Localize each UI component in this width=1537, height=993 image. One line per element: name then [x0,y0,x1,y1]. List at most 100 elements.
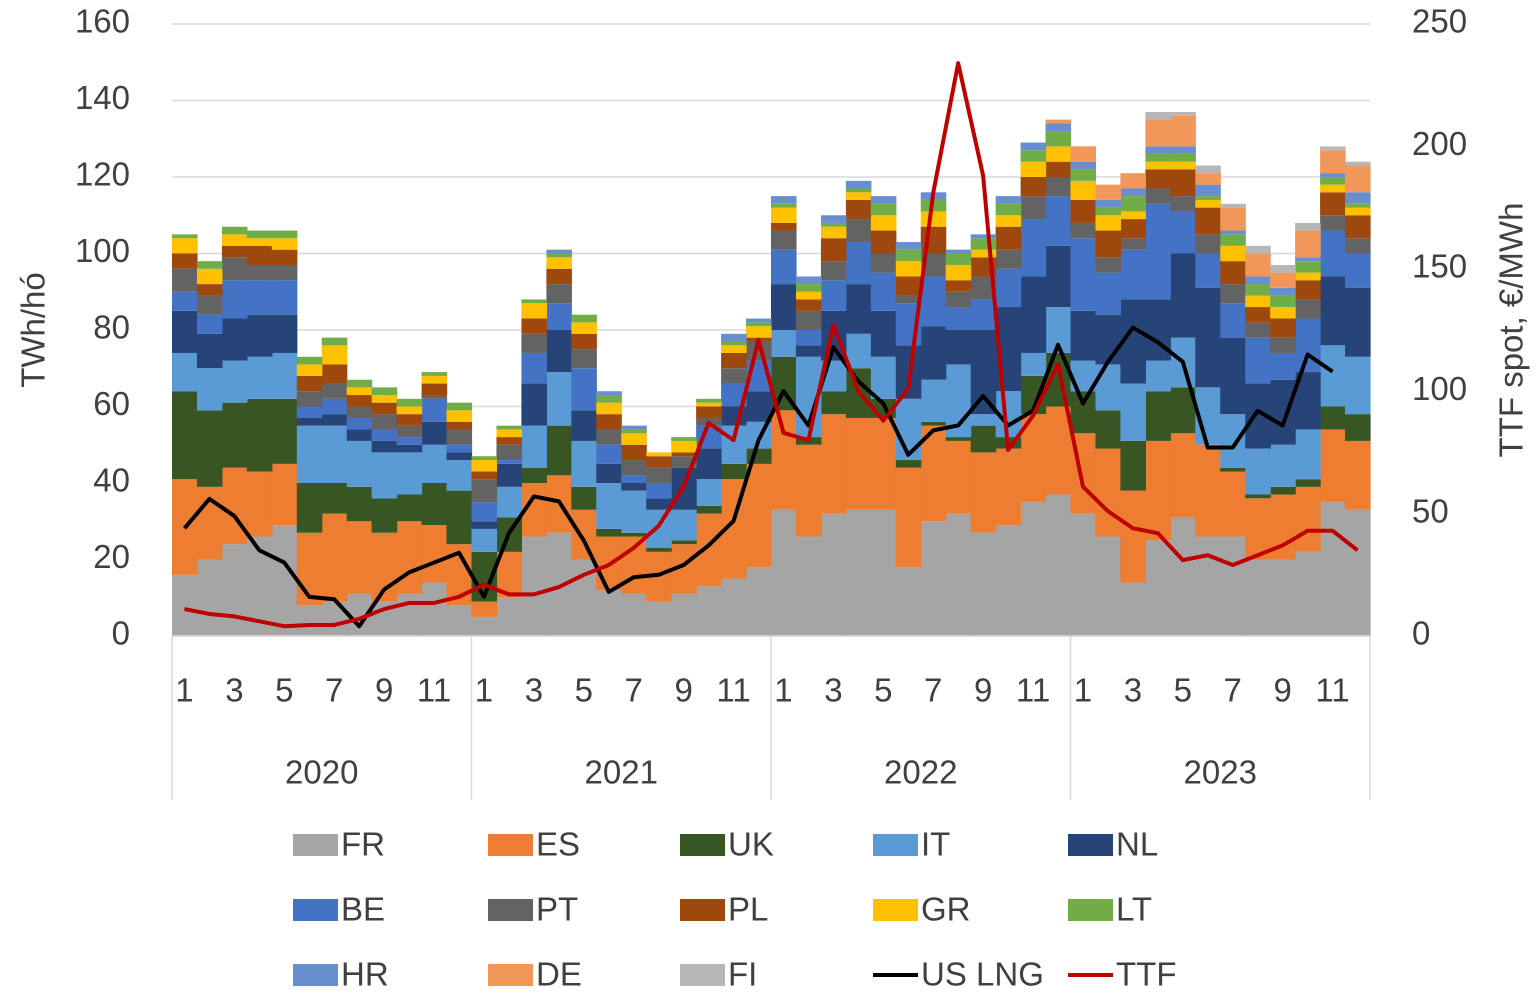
y-tick-label: 80 [93,309,130,346]
bar-segment [970,414,997,426]
bar-segment [1195,199,1221,208]
bar-segment [995,203,1022,216]
bar-segment [696,586,722,636]
bar-segment [1070,238,1097,311]
legend-label: GR [921,891,971,928]
bar-segment [696,448,722,480]
bar-segment [596,391,622,396]
bar-segment [1020,177,1047,197]
bar-segment [596,414,622,430]
bar-segment [1345,207,1371,216]
bar-segment [1295,280,1321,300]
bar-segment [1120,196,1146,212]
bar-segment [1095,257,1122,273]
bar-segment [221,318,248,361]
bar-segment [721,368,747,384]
bar-segment [1170,111,1196,116]
bar-segment [446,444,473,453]
bar-segment [646,548,672,552]
bar-segment [1295,230,1321,258]
bar-segment [895,398,922,461]
bar-segment [596,429,622,445]
bar-segment [1320,429,1346,503]
bar-segment [496,486,523,518]
bar-segment [1320,215,1346,231]
bar-segment [271,264,298,281]
bar-segment [496,437,523,445]
y2-tick-label: 50 [1412,492,1449,529]
bar-segment [221,402,248,468]
bar-segment [296,605,323,636]
x-tick-label: 7 [924,672,942,709]
bar-segment [371,402,398,415]
bar-segment [845,509,872,636]
x-tick-label: 3 [1124,672,1142,709]
bar-segment [845,242,872,285]
bar-segment [271,463,298,526]
bar-segment [1320,173,1346,177]
bar-segment [546,268,572,285]
bar-segment [1095,364,1122,411]
bar-segment [1195,173,1221,185]
bar-segment [845,180,872,189]
bar-segment [721,352,747,369]
bar-segment [1320,276,1346,346]
bar-segment [1070,391,1097,434]
bar-segment [746,322,772,327]
bar-segment [970,234,997,239]
bar-segment [296,483,323,533]
bar-segment [321,364,348,384]
x-tick-label: 9 [974,672,992,709]
bar-segment [1220,471,1246,537]
bar-segment [696,505,722,514]
bar-segment [1195,196,1221,200]
bar-segment [970,425,997,453]
bar-segment [771,330,797,357]
bar-segment [1245,448,1271,495]
bar-segment [1270,444,1296,487]
bar-segment [1095,536,1122,636]
bar-segment [1095,410,1122,449]
bar-segment [1320,502,1346,636]
bar-segment [1070,169,1097,181]
bar-segment [621,425,647,430]
bar-segment [1095,184,1122,200]
bar-segment [995,215,1022,227]
bar-segment [1120,440,1146,491]
bar-segment [895,467,922,568]
bar-segment [970,276,997,300]
bar-segment [1045,161,1072,177]
x-tick-label: 3 [525,672,543,709]
bar-segment [321,513,348,602]
bar-segment [621,490,647,533]
bar-segment [471,471,498,480]
bar-segment [172,234,198,239]
bar-segment [920,521,947,636]
bar-segment [346,406,373,418]
bar-segment [1020,352,1047,376]
bar-segment [1270,272,1296,288]
bar-segment [1320,146,1346,151]
bar-segment [196,410,223,487]
bar-segment [1220,414,1246,468]
bar-segment [246,471,273,537]
bar-segment [596,444,622,464]
bar-segment [421,525,448,583]
bar-segment [221,245,248,258]
bar-segment [1345,165,1371,193]
bar-segment [346,379,373,388]
bar-segment [671,540,697,545]
year-label: 2023 [1184,754,1257,791]
bar-segment [271,352,298,399]
bar-segment [346,429,373,441]
legend-label: LT [1116,891,1152,928]
bar-segment [621,532,647,537]
bar-segment [1245,494,1271,499]
bar-segment [172,574,198,636]
bar-segment [945,330,972,365]
bar-segment [321,337,348,346]
bar-segment [920,253,947,277]
bar-segment [1070,513,1097,636]
bar-segment [346,395,373,407]
bar-segment [1295,272,1321,281]
